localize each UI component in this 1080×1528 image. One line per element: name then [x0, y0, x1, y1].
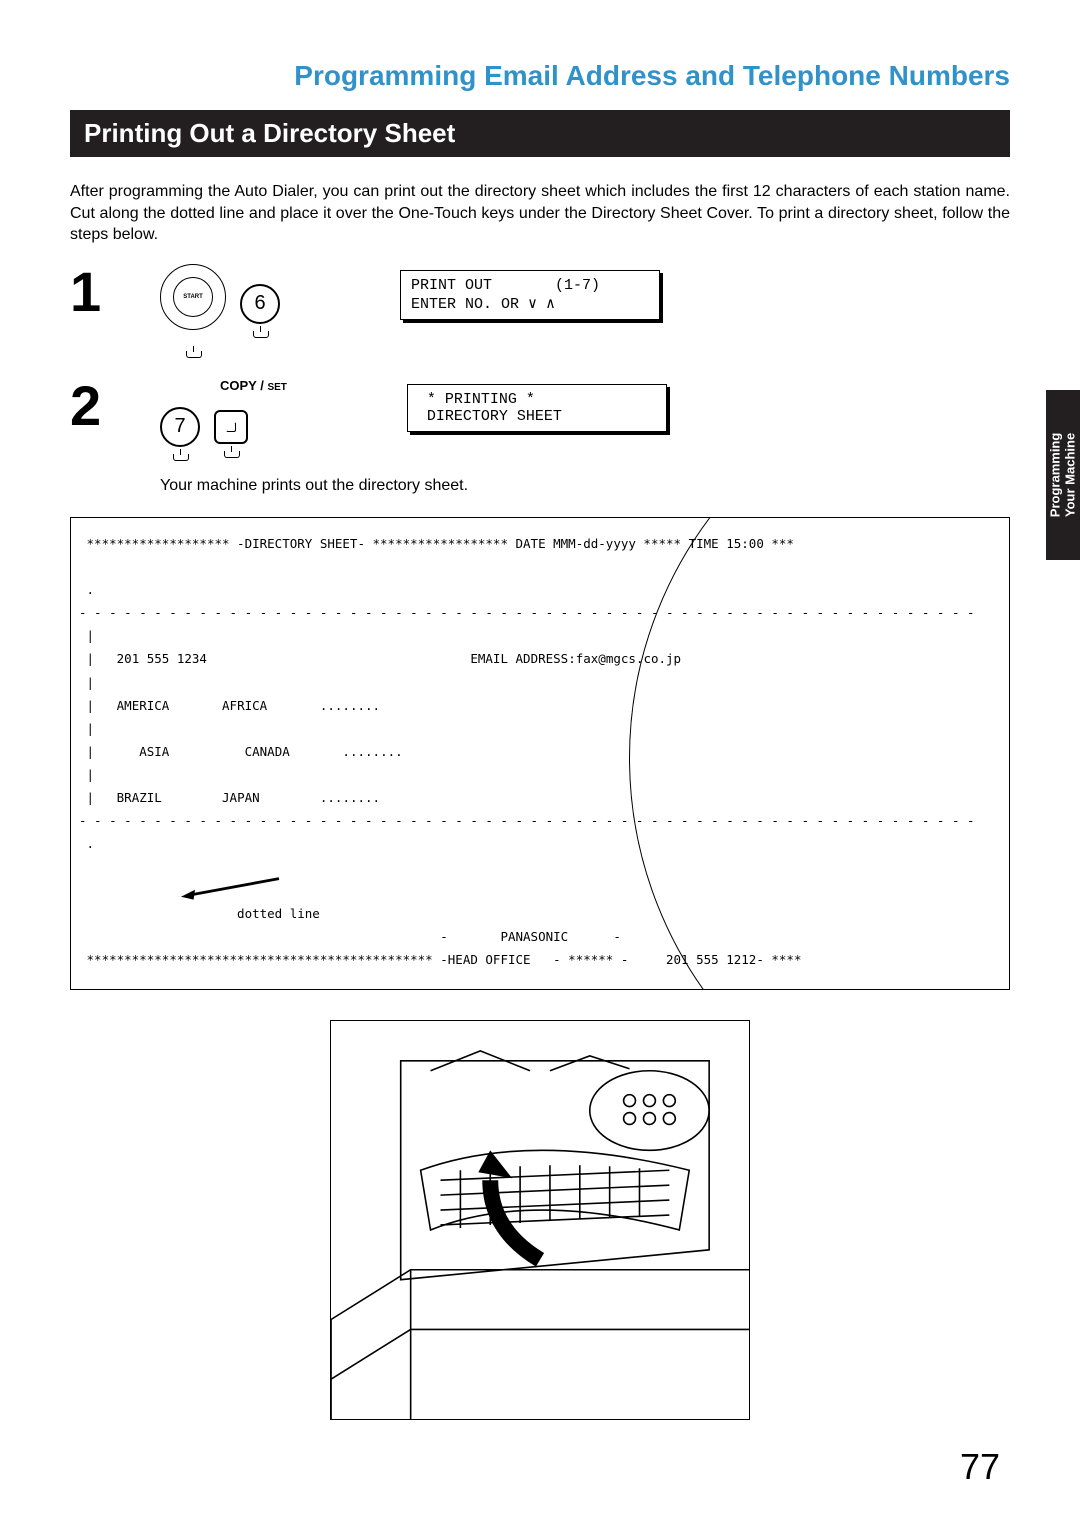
section-heading: Printing Out a Directory Sheet [70, 110, 1010, 157]
lcd-line: DIRECTORY SHEET [418, 408, 562, 425]
press-indicator-icon [222, 446, 240, 458]
machine-illustration [330, 1020, 750, 1420]
copy-label-text: COPY / [220, 378, 267, 393]
steps-container: 1 6 [70, 264, 1010, 495]
press-indicator-icon [251, 326, 269, 338]
keypad-7-button: 7 [160, 407, 200, 447]
lcd-line: * PRINTING * [418, 391, 535, 408]
page-title: Programming Email Address and Telephone … [70, 60, 1010, 92]
side-tab: Programming Your Machine [1046, 390, 1080, 560]
set-button [214, 410, 248, 444]
set-label-text: SET [267, 382, 286, 393]
lcd-line: PRINT OUT (1-7) [411, 277, 600, 294]
step-2-number: 2 [70, 378, 160, 434]
directory-sheet-printout: ******************* -DIRECTORY SHEET- **… [70, 517, 1010, 990]
lcd-line: ENTER NO. OR ∨ ∧ [411, 296, 555, 313]
keypad-6-button: 6 [240, 284, 280, 324]
intro-paragraph: After programming the Auto Dialer, you c… [70, 181, 1010, 246]
step-1: 1 6 [70, 264, 1010, 358]
step-1-number: 1 [70, 264, 160, 320]
printout-text: ******************* -DIRECTORY SHEET- **… [79, 532, 1003, 971]
step-2-caption: Your machine prints out the directory sh… [160, 477, 468, 495]
press-indicator-icon [184, 346, 202, 358]
copy-set-label: COPY / SET [220, 378, 287, 393]
lcd-display-step2: * PRINTING * DIRECTORY SHEET [407, 384, 667, 432]
function-dial [160, 264, 226, 344]
side-tab-line2: Your Machine [1062, 433, 1077, 517]
page-number: 77 [960, 1446, 1000, 1488]
side-tab-line1: Programming [1047, 433, 1062, 518]
lcd-display-step1: PRINT OUT (1-7) ENTER NO. OR ∨ ∧ [400, 270, 660, 320]
press-indicator-icon [171, 449, 189, 461]
dotted-line-arrow-icon [157, 873, 317, 901]
step-2: 2 COPY / SET 7 [70, 378, 1010, 495]
